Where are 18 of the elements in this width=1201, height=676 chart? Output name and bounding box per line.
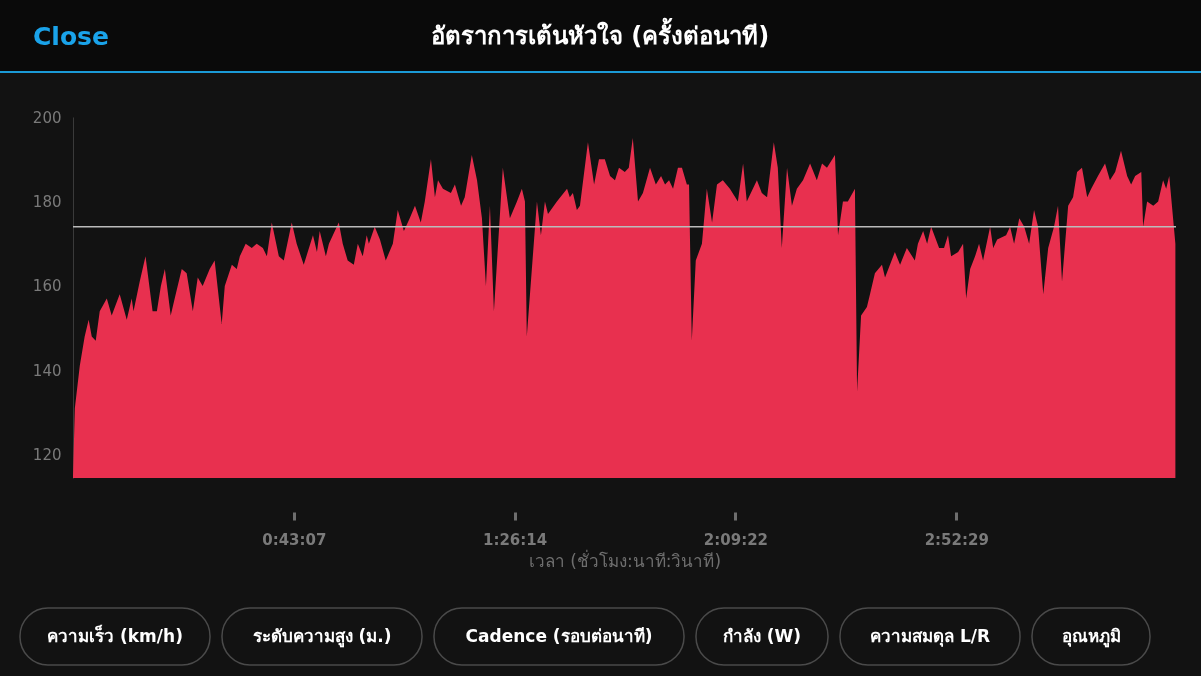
x-axis-title: เวลา (ชั่วโมง:นาที:วินาที) [528, 548, 722, 571]
x-tick-label: 0:43:07 [262, 530, 327, 549]
y-tick-label: 180 [32, 192, 62, 211]
text: ความสมดุล L/R [869, 626, 991, 647]
y-tick-label: 200 [32, 108, 62, 127]
text: Close [33, 22, 109, 51]
chart-title: อัตราการเต้นหัวใจ (ครั้งต่อนาที) [430, 17, 770, 50]
text: กำลัง (W) [722, 626, 802, 646]
text: Cadence (รอบต่อนาที) [465, 626, 653, 646]
y-tick-label: 140 [32, 361, 62, 380]
x-tick-label: 2:09:22 [703, 530, 769, 549]
x-tick-label: 2:52:29 [924, 530, 989, 549]
text: ระดับความสูง (ม.) [252, 626, 392, 648]
text: ความเร็ว (km/h) [47, 624, 183, 646]
x-tick-label: 1:26:14 [482, 530, 548, 549]
y-tick-label: 120 [32, 446, 62, 465]
y-tick-label: 160 [32, 277, 62, 296]
text: อุณหภูมิ [1061, 626, 1121, 648]
